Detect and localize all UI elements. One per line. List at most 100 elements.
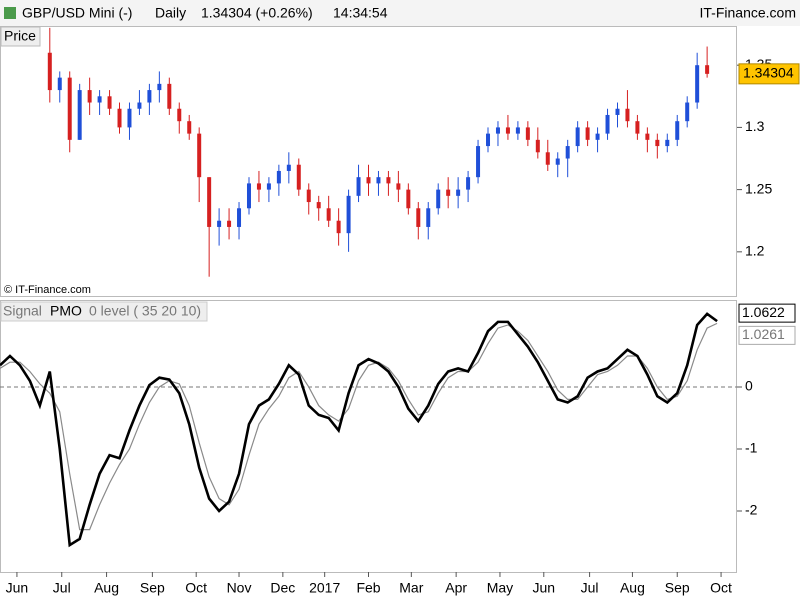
x-tick-label: Jul xyxy=(53,580,71,596)
candle-body xyxy=(107,96,112,109)
price-panel xyxy=(0,26,737,297)
x-tick-label: Jul xyxy=(581,580,599,596)
x-tick-label: Jun xyxy=(6,580,29,596)
candle-body xyxy=(386,177,391,184)
candle-body xyxy=(645,133,650,140)
x-tick-label: Aug xyxy=(94,580,119,596)
quote: 1.34304 (+0.26%) xyxy=(201,5,313,21)
x-tick-label: Jun xyxy=(532,580,555,596)
candle-body xyxy=(585,127,590,140)
x-tick-label: May xyxy=(487,580,513,596)
candle-body xyxy=(157,83,162,91)
y-tick-label: 1.3 xyxy=(745,118,765,134)
last-value-box xyxy=(738,325,796,345)
y-tick-label: 1.25 xyxy=(745,180,772,196)
candle-body xyxy=(137,102,142,109)
candle-body xyxy=(67,77,72,140)
candle-body xyxy=(545,152,550,165)
period: Daily xyxy=(155,5,186,21)
candle-body xyxy=(705,65,710,74)
last-price-box xyxy=(738,63,800,85)
candle-body xyxy=(615,108,620,115)
x-tick-label: Feb xyxy=(356,580,380,596)
candle-body xyxy=(396,183,401,190)
x-tick-label: Sep xyxy=(665,580,690,596)
candle-body xyxy=(276,170,281,184)
x-tick-label: Mar xyxy=(399,580,423,596)
x-tick-label: Nov xyxy=(227,580,252,596)
candle-body xyxy=(665,139,670,147)
candle-body xyxy=(695,65,700,103)
candle-body xyxy=(326,208,331,221)
candle-body xyxy=(336,220,341,234)
candle-body xyxy=(466,177,471,190)
candle-body xyxy=(286,164,291,171)
candle-body xyxy=(97,96,102,103)
legend-box xyxy=(0,301,208,322)
panel-tab[interactable] xyxy=(0,26,41,47)
brand: IT-Finance.com xyxy=(700,5,796,21)
candle-body xyxy=(525,127,530,140)
legend-level[interactable]: 0 level ( 35 20 10) xyxy=(89,303,201,319)
legend-signal[interactable]: Signal xyxy=(3,303,42,319)
x-tick-label: Dec xyxy=(270,580,295,596)
y-tick-label: -2 xyxy=(745,502,758,518)
candle-body xyxy=(376,177,381,184)
candle-body xyxy=(346,195,351,234)
x-tick-label: Oct xyxy=(185,580,207,596)
candle-body xyxy=(366,177,371,184)
candle-body xyxy=(167,83,172,109)
x-tick-label: Oct xyxy=(710,580,732,596)
candle-body xyxy=(635,121,640,134)
app-icon xyxy=(4,7,16,19)
candle-body xyxy=(47,52,52,91)
series-line xyxy=(0,312,718,548)
candle-body xyxy=(246,183,251,209)
legend-pmo[interactable]: PMO xyxy=(50,303,82,319)
panel-label: Price xyxy=(4,28,36,44)
candle-body xyxy=(316,202,321,209)
candle-body xyxy=(486,133,491,147)
time: 14:34:54 xyxy=(333,5,388,21)
candle-body xyxy=(256,183,261,190)
candle-body xyxy=(515,127,520,134)
candle-body xyxy=(217,220,222,227)
x-tick-label: 2017 xyxy=(309,580,340,596)
y-tick-label: 1.2 xyxy=(745,243,765,259)
candle-body xyxy=(197,133,202,178)
candle-body xyxy=(77,90,82,140)
candle-body xyxy=(655,139,660,147)
candle-body xyxy=(426,208,431,227)
candle-body xyxy=(675,121,680,140)
x-tick-label: Apr xyxy=(445,580,467,596)
series-line xyxy=(0,322,718,531)
candle-body xyxy=(495,127,500,134)
candle-body xyxy=(57,77,62,91)
candle-body xyxy=(456,189,461,196)
candle-body xyxy=(87,90,92,103)
last-price-label: 1.34304 xyxy=(743,65,794,81)
candle-body xyxy=(356,177,361,196)
candle-body xyxy=(177,108,182,122)
candle-body xyxy=(207,177,212,227)
candle-body xyxy=(117,108,122,128)
candle-body xyxy=(685,102,690,122)
candle-body xyxy=(306,189,311,203)
candle-body xyxy=(296,164,301,190)
candle-body xyxy=(416,208,421,227)
candle-body xyxy=(555,158,560,165)
candle-body xyxy=(127,108,132,128)
candle-body xyxy=(575,127,580,147)
last-value-label: 1.0622 xyxy=(742,304,785,320)
candle-body xyxy=(187,121,192,134)
last-value-label: 1.0261 xyxy=(742,326,785,342)
candle-body xyxy=(565,146,570,159)
candle-body xyxy=(535,139,540,153)
y-tick-label: -1 xyxy=(745,440,758,456)
candle-body xyxy=(446,189,451,196)
candle-body xyxy=(595,133,600,140)
candle-body xyxy=(227,220,232,227)
candle-body xyxy=(436,189,441,209)
candle-body xyxy=(406,189,411,209)
